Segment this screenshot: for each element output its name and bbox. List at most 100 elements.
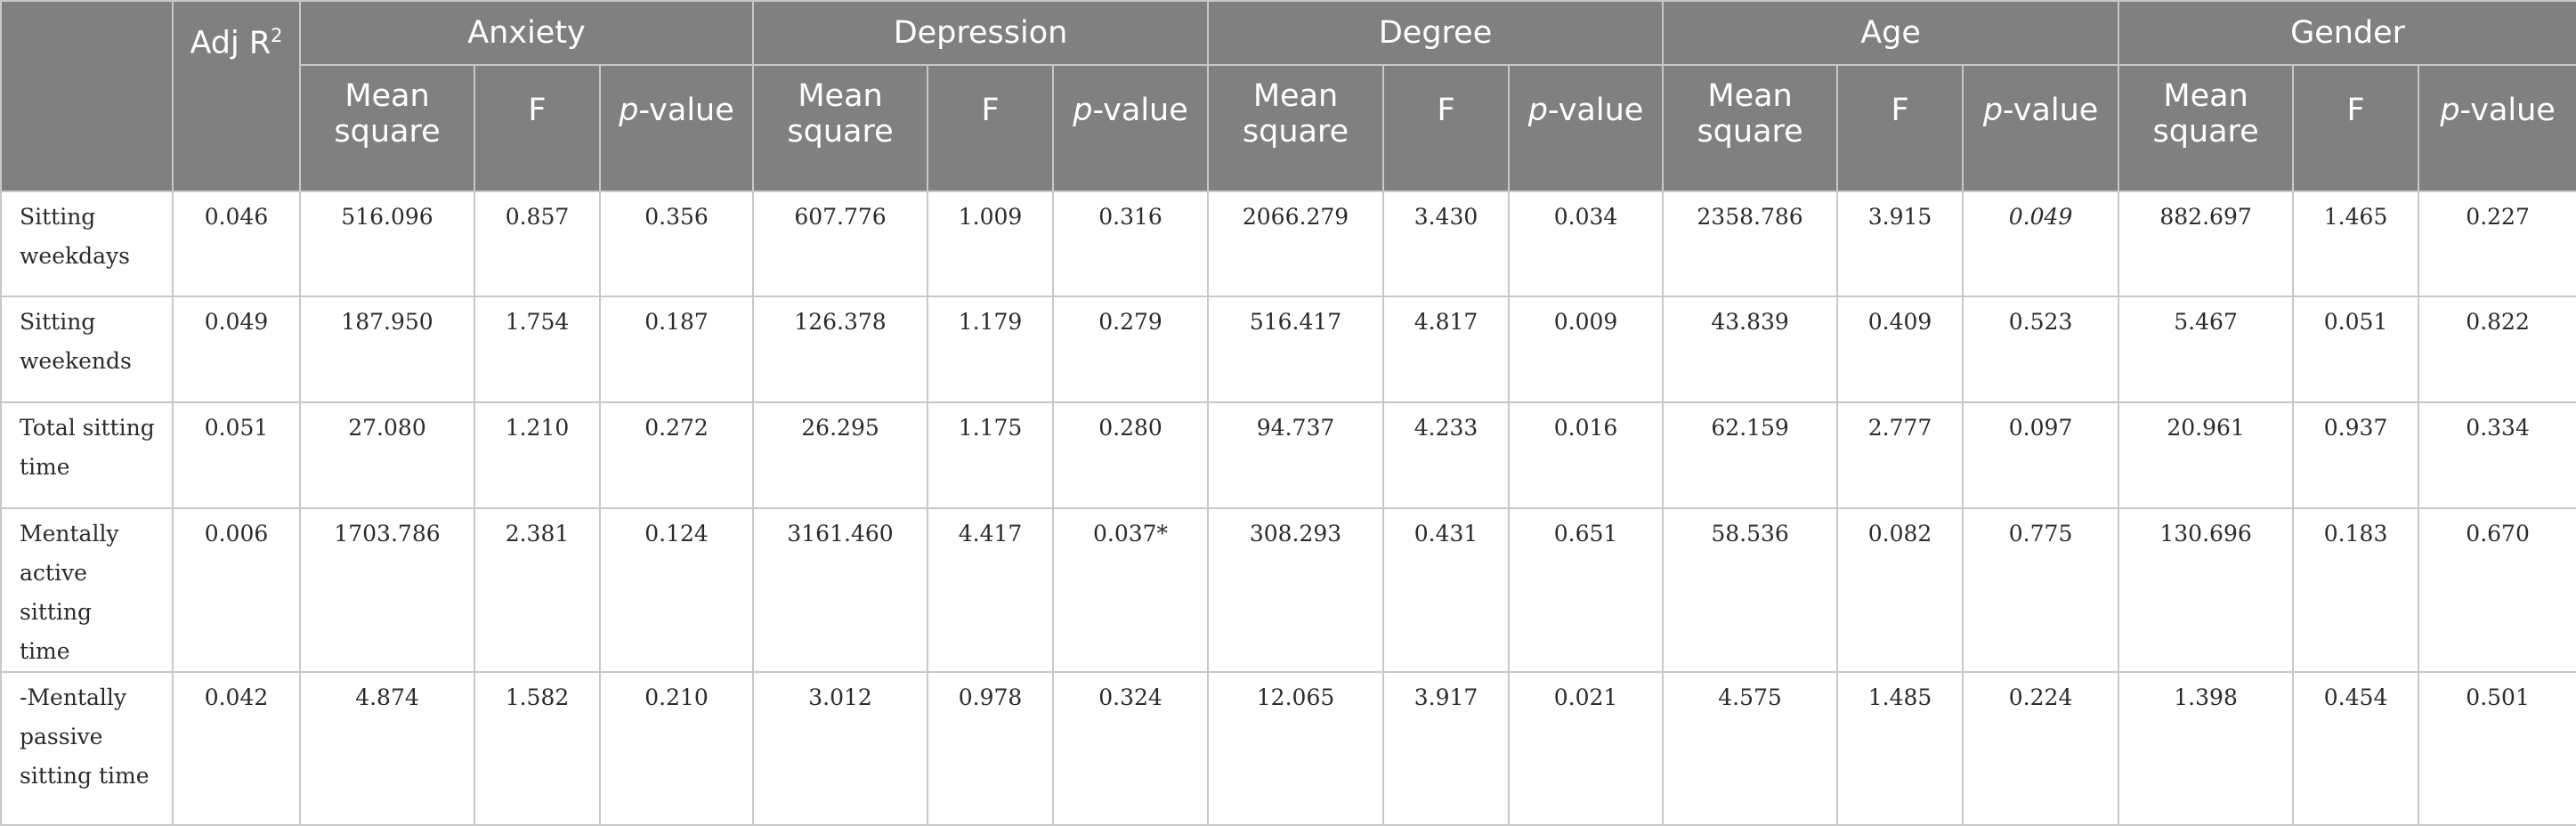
row-label: Mentally active sitting time: [0, 507, 174, 673]
table-row: -Mentally passive sitting time 0.042 4.874 1.…: [0, 671, 2576, 826]
mean-square-cell-anxiety: 187.950: [299, 296, 475, 403]
p-value-cell-gender: 0.227: [2418, 190, 2576, 297]
mean-square-cell-depression: 126.378: [752, 296, 929, 403]
adj-r2-cell: 0.046: [172, 190, 301, 297]
p-value-cell-anxiety: 0.187: [598, 296, 755, 403]
f-cell-depression: 1.179: [927, 296, 1055, 403]
p-value-cell-age: 0.775: [1962, 507, 2120, 673]
p-value-header-age: p-value: [1962, 64, 2120, 192]
f-header-age: F: [1836, 64, 1964, 192]
adj-r2-cell: 0.051: [172, 401, 301, 509]
f-cell-age: 1.485: [1836, 671, 1964, 826]
table-row: Mentally active sitting time 0.006 1703.786 2…: [0, 507, 2576, 673]
mean-square-cell-depression: 3161.460: [752, 507, 929, 673]
p-value-cell-depression: 0.324: [1052, 671, 1210, 826]
mean-square-line2: square: [334, 114, 441, 150]
row-label-line: Mentally: [20, 521, 119, 547]
mean-square-header-depression: Mean square: [752, 64, 929, 192]
f-cell-degree: 4.233: [1382, 401, 1511, 509]
mean-square-cell-degree: 12.065: [1207, 671, 1385, 826]
header-row-groups: Adj R2 Anxiety Depression Degree Age Gen…: [0, 0, 2576, 192]
f-cell-anxiety: 0.857: [474, 190, 601, 297]
p-value-cell-depression: 0.316: [1052, 190, 1210, 297]
f-cell-degree: 4.817: [1382, 296, 1511, 403]
row-label-line: Total sitting: [20, 415, 155, 441]
mean-square-cell-degree: 308.293: [1207, 507, 1385, 673]
mean-square-line1: Mean: [1707, 78, 1793, 114]
p-value-cell-gender: 0.501: [2418, 671, 2576, 826]
adj-r2-cell: 0.049: [172, 296, 301, 403]
group-header-degree: Degree: [1207, 0, 1665, 66]
mean-square-cell-gender: 20.961: [2118, 401, 2295, 509]
mean-square-line2: square: [1697, 114, 1803, 150]
p-value-cell-gender: 0.822: [2418, 296, 2576, 403]
mean-square-cell-age: 4.575: [1662, 671, 1839, 826]
p-value-cell-anxiety: 0.210: [598, 671, 755, 826]
group-header-gender: Gender: [2118, 0, 2576, 66]
f-cell-anxiety: 2.381: [474, 507, 601, 673]
f-cell-gender: 0.183: [2292, 507, 2420, 673]
p-value-suffix: -value: [638, 93, 734, 128]
p-value-suffix: -value: [1548, 93, 1644, 128]
table-row: Sitting weekends 0.049 187.950 1.754 0.187 126…: [0, 296, 2576, 403]
table-row: Sitting weekdays 0.046 516.096 0.857 0.356 607…: [0, 190, 2576, 297]
f-cell-age: 0.082: [1836, 507, 1964, 673]
row-label: Sitting weekdays: [0, 190, 174, 297]
mean-square-cell-anxiety: 516.096: [299, 190, 475, 297]
adj-r2-label: Adj R: [190, 25, 271, 61]
mean-square-cell-depression: 3.012: [752, 671, 929, 826]
group-header-depression: Depression: [752, 0, 1210, 66]
p-value-header-anxiety: p-value: [598, 64, 755, 192]
p-value-cell-age: 0.523: [1962, 296, 2120, 403]
group-header-age: Age: [1662, 0, 2120, 66]
mean-square-cell-gender: 5.467: [2118, 296, 2295, 403]
p-value-cell-anxiety: 0.124: [598, 507, 755, 673]
mean-square-cell-gender: 1.398: [2118, 671, 2295, 826]
row-label-line: weekends: [20, 348, 132, 374]
f-cell-depression: 4.417: [927, 507, 1055, 673]
row-label-line: passive: [20, 724, 103, 749]
p-value-cell-age: 0.224: [1962, 671, 2120, 826]
mean-square-cell-anxiety: 4.874: [299, 671, 475, 826]
adj-r2-superscript: 2: [271, 25, 283, 46]
p-value-suffix: -value: [2459, 93, 2556, 128]
adj-r2-cell: 0.042: [172, 671, 301, 826]
table-body: Sitting weekdays 0.046 516.096 0.857 0.356 607…: [0, 190, 2576, 826]
header-adj-r2: Adj R2: [172, 0, 301, 192]
p-value-cell-anxiety: 0.356: [598, 190, 755, 297]
p-value-cell-degree: 0.021: [1508, 671, 1665, 826]
row-label-line: time: [20, 454, 70, 480]
mean-square-cell-gender: 882.697: [2118, 190, 2295, 297]
mean-square-cell-degree: 516.417: [1207, 296, 1385, 403]
p-value-cell-depression: 0.279: [1052, 296, 1210, 403]
mean-square-cell-age: 62.159: [1662, 401, 1839, 509]
f-cell-gender: 0.937: [2292, 401, 2420, 509]
f-cell-gender: 0.454: [2292, 671, 2420, 826]
mean-square-cell-degree: 94.737: [1207, 401, 1385, 509]
row-label-line: -Mentally: [20, 684, 127, 710]
f-header-depression: F: [927, 64, 1055, 192]
p-value-cell-age: 0.049: [1962, 190, 2120, 297]
f-cell-gender: 1.465: [2292, 190, 2420, 297]
row-label: Total sitting time: [0, 401, 174, 509]
p-value-cell-anxiety: 0.272: [598, 401, 755, 509]
p-value-suffix: -value: [2003, 93, 2099, 128]
mean-square-line2: square: [2152, 114, 2259, 150]
p-value-cell-gender: 0.334: [2418, 401, 2576, 509]
table-row: Total sitting time 0.051 27.080 1.210 0.272 26…: [0, 401, 2576, 509]
p-value-cell-degree: 0.651: [1508, 507, 1665, 673]
f-cell-anxiety: 1.754: [474, 296, 601, 403]
mean-square-line1: Mean: [2163, 78, 2248, 114]
p-value-cell-degree: 0.016: [1508, 401, 1665, 509]
row-label-line: Sitting: [20, 309, 96, 335]
f-cell-degree: 3.917: [1382, 671, 1511, 826]
mean-square-header-anxiety: Mean square: [299, 64, 475, 192]
mean-square-cell-anxiety: 1703.786: [299, 507, 475, 673]
f-cell-age: 3.915: [1836, 190, 1964, 297]
mean-square-cell-age: 58.536: [1662, 507, 1839, 673]
p-value-cell-degree: 0.034: [1508, 190, 1665, 297]
mean-square-line1: Mean: [1252, 78, 1339, 114]
f-cell-anxiety: 1.210: [474, 401, 601, 509]
p-value-header-gender: p-value: [2418, 64, 2576, 192]
